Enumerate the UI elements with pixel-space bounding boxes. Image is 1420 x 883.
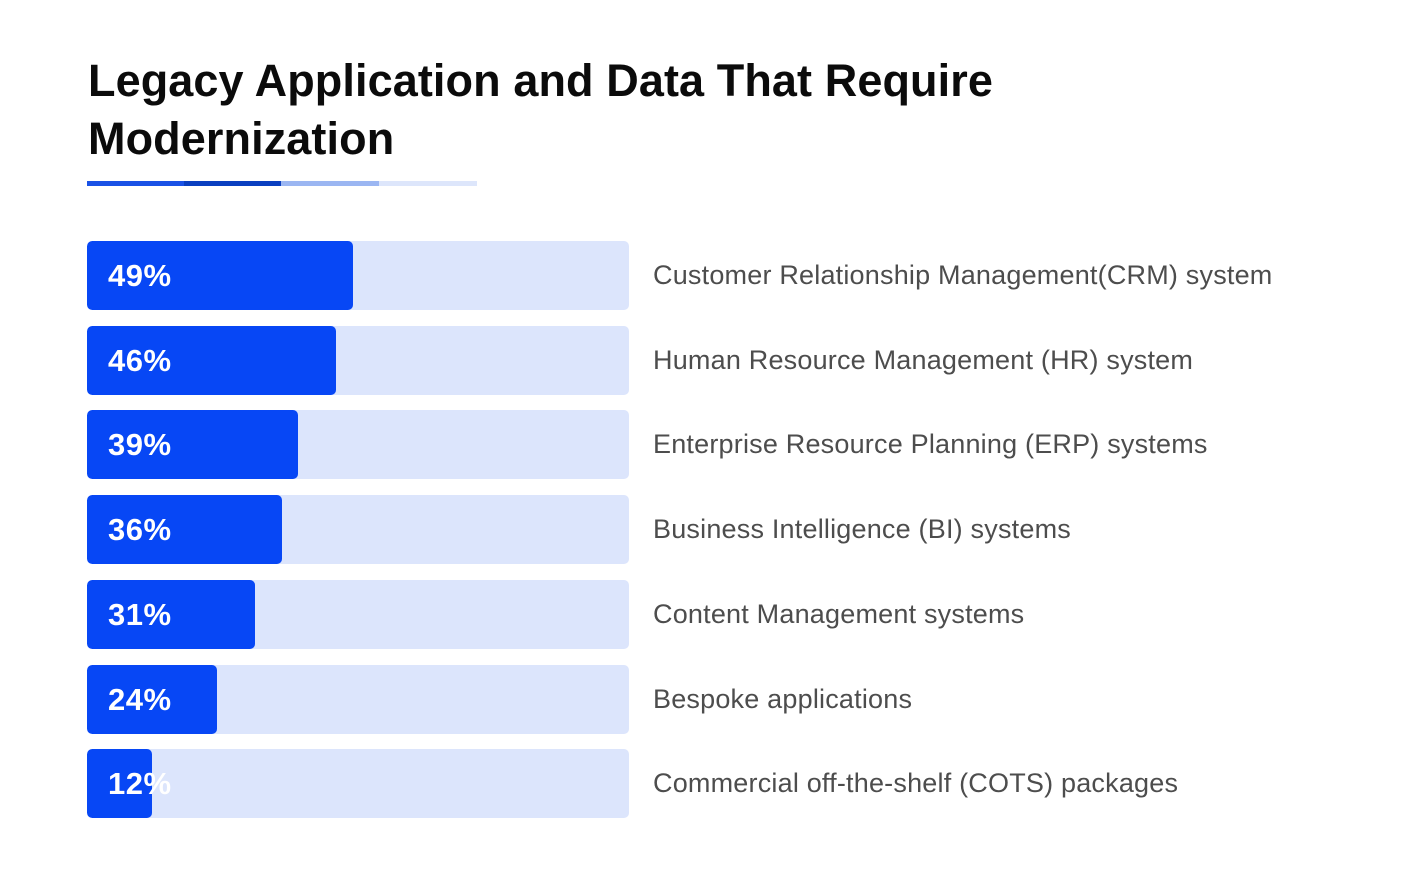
category-label: Customer Relationship Management(CRM) sy…: [653, 260, 1273, 290]
bar-value-label: 31%: [108, 597, 172, 632]
bar-track: [87, 580, 629, 649]
bar: [87, 410, 298, 479]
category-label: Business Intelligence (BI) systems: [653, 514, 1071, 544]
bar-row: 24% Bespoke applications: [0, 665, 1420, 735]
chart-title: Legacy Application and Data That Require…: [88, 55, 993, 164]
category-label: Commercial off-the-shelf (COTS) packages: [653, 768, 1179, 798]
bar-track: [87, 749, 629, 818]
bar-track: [87, 241, 629, 310]
title-underline: [87, 181, 477, 186]
bar-row: 36% Business Intelligence (BI) systems: [0, 495, 1420, 565]
bar-value-label: 49%: [108, 258, 172, 293]
category-label: Bespoke applications: [653, 684, 913, 714]
bar-track: [87, 495, 629, 564]
underline-segment-4: [379, 181, 477, 186]
bar: [87, 749, 152, 818]
bar-row: 12% Commercial off-the-shelf (COTS) packa…: [0, 749, 1420, 819]
underline-segment-2: [184, 181, 281, 186]
bar-value-label: 46%: [108, 343, 172, 378]
category-label: Enterprise Resource Planning (ERP) syste…: [653, 429, 1208, 459]
category-label: Content Management systems: [653, 599, 1025, 629]
bar-row: 46% Human Resource Management (HR) system: [0, 326, 1420, 396]
bar: [87, 326, 336, 395]
bar: [87, 241, 353, 310]
bar-track: [87, 326, 629, 395]
bar-track: [87, 410, 629, 479]
underline-segment-1: [87, 181, 184, 186]
underline-segment-3: [281, 181, 379, 186]
bar: [87, 665, 217, 734]
bar: [87, 580, 255, 649]
bar-row: 49% Customer Relationship Management(CRM)…: [0, 241, 1420, 311]
bar-value-label: 39%: [108, 427, 172, 462]
bar-value-label: 36%: [108, 512, 172, 547]
bar-row: 31% Content Management systems: [0, 580, 1420, 650]
bar-track: [87, 665, 629, 734]
category-label: Human Resource Management (HR) system: [653, 345, 1194, 375]
bar-row: 39% Enterprise Resource Planning (ERP) sy…: [0, 410, 1420, 480]
bar-value-label: 24%: [108, 682, 172, 717]
bar: [87, 495, 282, 564]
bar-value-label: 12%: [108, 766, 172, 801]
